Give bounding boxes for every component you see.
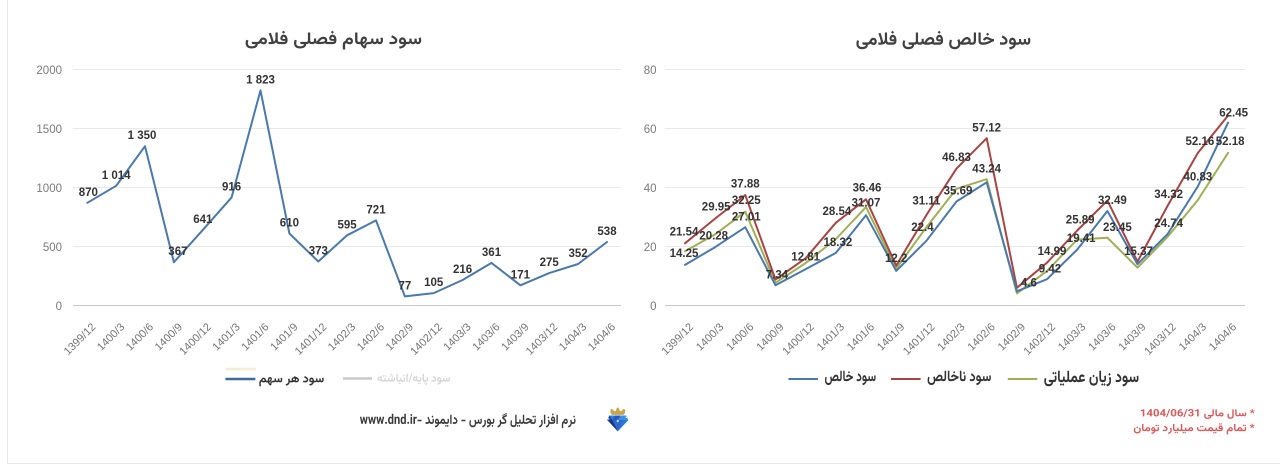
svg-text:641: 641 [193,214,213,226]
svg-text:870: 870 [79,187,98,199]
svg-text:37.88: 37.88 [731,178,760,190]
svg-text:15.37: 15.37 [1124,246,1153,258]
svg-text:40.83: 40.83 [1184,172,1213,184]
svg-text:21.54: 21.54 [670,227,699,239]
svg-text:25.89: 25.89 [1066,215,1095,227]
svg-text:28.54: 28.54 [823,206,852,218]
svg-text:500: 500 [43,242,62,254]
svg-text:0: 0 [56,301,62,313]
svg-text:40: 40 [644,183,657,195]
svg-text:31.11: 31.11 [912,195,941,207]
svg-text:1 823: 1 823 [246,74,275,86]
svg-text:24.74: 24.74 [1154,218,1183,230]
svg-text:595: 595 [338,219,358,231]
svg-text:29.95: 29.95 [702,202,731,214]
svg-text:1000: 1000 [36,183,62,195]
svg-text:20: 20 [644,242,657,254]
svg-text:4.6: 4.6 [1021,278,1037,290]
svg-text:916: 916 [222,181,241,193]
svg-text:23.45: 23.45 [1103,222,1132,234]
svg-text:352: 352 [569,248,588,260]
svg-text:32.25: 32.25 [732,195,761,207]
svg-text:52.18: 52.18 [1216,136,1245,148]
svg-text:36.46: 36.46 [853,183,882,195]
svg-text:32.49: 32.49 [1098,195,1127,207]
svg-text:22.4: 22.4 [911,222,934,234]
svg-text:31.07: 31.07 [852,197,881,209]
svg-text:610: 610 [280,218,299,230]
svg-text:60: 60 [644,124,657,136]
svg-text:367: 367 [168,246,187,258]
svg-text:9.42: 9.42 [1039,263,1061,275]
svg-text:0: 0 [650,301,656,313]
svg-text:171: 171 [511,269,531,281]
svg-text:80: 80 [644,65,657,77]
svg-text:27.01: 27.01 [732,211,761,223]
svg-text:34.32: 34.32 [1154,189,1183,201]
svg-text:43.24: 43.24 [972,163,1001,175]
svg-text:19.41: 19.41 [1067,233,1096,245]
svg-text:14.99: 14.99 [1038,246,1067,258]
svg-text:46.83: 46.83 [942,152,971,164]
svg-text:12.81: 12.81 [791,251,820,263]
svg-text:216: 216 [453,264,472,276]
svg-text:538: 538 [597,226,617,238]
svg-text:57.12: 57.12 [972,122,1001,134]
svg-text:62.45: 62.45 [1219,108,1248,120]
svg-text:105: 105 [424,277,444,289]
svg-text:1500: 1500 [36,124,62,136]
svg-text:361: 361 [482,247,502,259]
svg-text:721: 721 [366,204,386,216]
svg-text:77: 77 [399,280,412,292]
svg-text:1 014: 1 014 [102,170,131,182]
svg-text:12.2: 12.2 [885,253,907,265]
svg-text:52.16: 52.16 [1186,136,1215,148]
svg-text:1 350: 1 350 [128,130,157,142]
svg-text:7.34: 7.34 [766,270,789,282]
svg-text:14.25: 14.25 [670,248,699,260]
svg-text:373: 373 [309,246,328,258]
svg-text:20.28: 20.28 [699,230,728,242]
svg-text:2000: 2000 [36,65,62,77]
svg-text:18.32: 18.32 [824,237,853,249]
svg-text:275: 275 [540,257,560,269]
svg-text:35.69: 35.69 [944,186,973,198]
